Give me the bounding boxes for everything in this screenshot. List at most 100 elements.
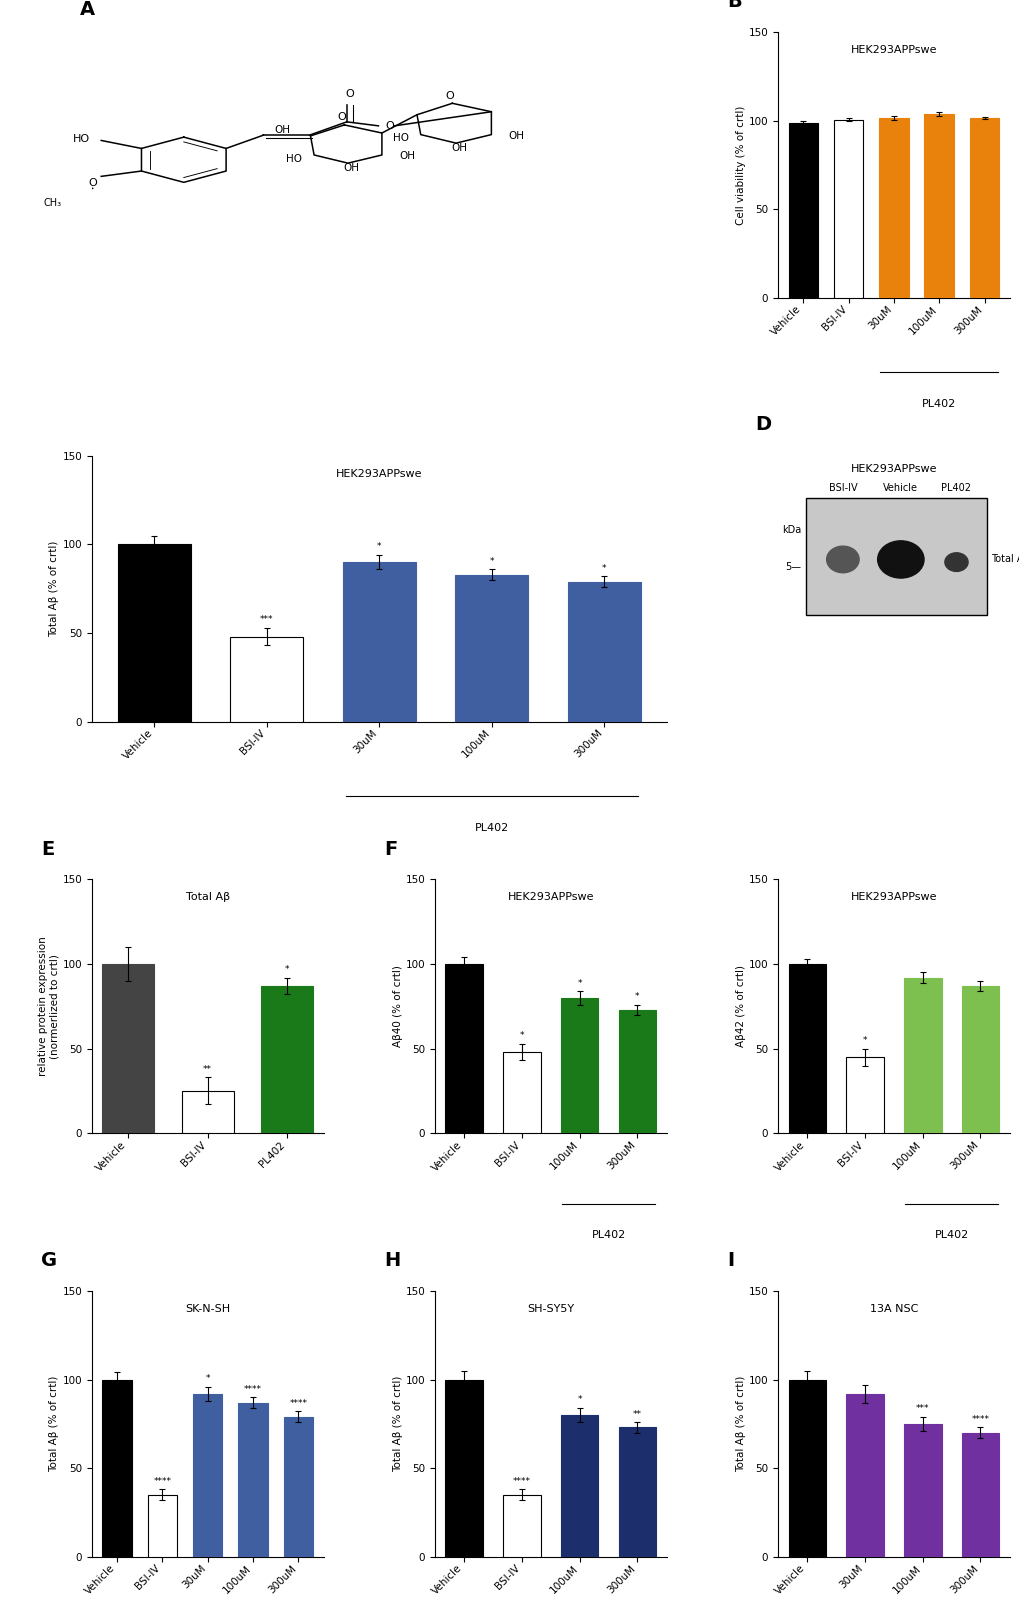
- Text: HEK293APPswe: HEK293APPswe: [850, 464, 936, 473]
- Bar: [878, 119, 908, 299]
- Text: PL402: PL402: [921, 400, 956, 409]
- Text: Total Aβ: Total Aβ: [185, 892, 229, 902]
- Text: ***: ***: [260, 615, 273, 624]
- Text: PL402: PL402: [941, 483, 970, 493]
- Bar: [788, 1380, 825, 1557]
- Bar: [805, 498, 985, 615]
- Text: HEK293APPswe: HEK293APPswe: [850, 892, 936, 902]
- Text: O: O: [337, 112, 345, 122]
- Text: HEK293APPswe: HEK293APPswe: [850, 45, 936, 56]
- Text: Vehicle: Vehicle: [882, 483, 917, 493]
- Text: 13A NSC: 13A NSC: [869, 1305, 917, 1314]
- Bar: [445, 1380, 482, 1557]
- Bar: [118, 544, 191, 722]
- Text: *: *: [284, 965, 289, 974]
- Text: *: *: [635, 992, 639, 1002]
- Text: HEK293APPswe: HEK293APPswe: [335, 469, 422, 478]
- Bar: [903, 1424, 941, 1557]
- Text: PL402: PL402: [591, 1229, 625, 1239]
- Text: O: O: [345, 90, 354, 100]
- Bar: [923, 114, 953, 299]
- Text: PL402: PL402: [933, 1229, 968, 1239]
- Y-axis label: Total Aβ (% of crtl): Total Aβ (% of crtl): [735, 1375, 745, 1472]
- Text: HO: HO: [392, 133, 409, 143]
- Text: HO: HO: [72, 135, 90, 144]
- Text: Total Aβ: Total Aβ: [990, 554, 1019, 565]
- Text: D: D: [754, 416, 770, 435]
- Text: *: *: [205, 1374, 210, 1384]
- Bar: [502, 1051, 540, 1133]
- Text: kDa: kDa: [782, 525, 800, 534]
- Text: ****: ****: [289, 1400, 307, 1408]
- Y-axis label: Aβ42 (% of crtl): Aβ42 (% of crtl): [735, 965, 745, 1048]
- Text: *: *: [489, 557, 493, 565]
- Text: I: I: [727, 1250, 734, 1270]
- Y-axis label: Aβ40 (% of crtl): Aβ40 (% of crtl): [392, 965, 403, 1046]
- Bar: [833, 120, 862, 299]
- Bar: [560, 1416, 598, 1557]
- Bar: [502, 1494, 540, 1557]
- Bar: [238, 1403, 268, 1557]
- Text: OH: OH: [274, 125, 290, 135]
- Bar: [619, 1427, 655, 1557]
- Text: ****: ****: [970, 1416, 988, 1424]
- Text: O: O: [385, 120, 393, 132]
- Ellipse shape: [825, 546, 858, 573]
- Text: O: O: [88, 178, 97, 188]
- Bar: [342, 562, 416, 722]
- Bar: [788, 124, 817, 299]
- Bar: [454, 575, 528, 722]
- Text: *: *: [577, 979, 582, 987]
- Text: E: E: [41, 839, 54, 859]
- Y-axis label: Total Aβ (% of crtl): Total Aβ (% of crtl): [50, 1375, 59, 1472]
- Bar: [619, 1010, 655, 1133]
- Text: OH: OH: [342, 164, 359, 173]
- Text: ***: ***: [915, 1404, 928, 1414]
- Bar: [193, 1393, 222, 1557]
- Text: BSI-IV: BSI-IV: [827, 483, 856, 493]
- Text: B: B: [727, 0, 741, 11]
- Text: CH₃: CH₃: [43, 197, 61, 209]
- Bar: [969, 119, 999, 299]
- Bar: [102, 1380, 131, 1557]
- Text: *: *: [519, 1030, 524, 1040]
- Text: H: H: [383, 1250, 399, 1270]
- Bar: [445, 965, 482, 1133]
- Bar: [567, 581, 640, 722]
- Text: SH-SY5Y: SH-SY5Y: [527, 1305, 574, 1314]
- Ellipse shape: [876, 541, 923, 578]
- Bar: [961, 985, 999, 1133]
- Text: ****: ****: [244, 1385, 262, 1393]
- Text: OH: OH: [450, 143, 467, 152]
- Bar: [903, 977, 941, 1133]
- Text: OH: OH: [508, 130, 524, 141]
- Text: **: **: [203, 1066, 212, 1074]
- Text: OH: OH: [398, 151, 415, 160]
- Y-axis label: Total Aβ (% of crtl): Total Aβ (% of crtl): [392, 1375, 403, 1472]
- Bar: [230, 637, 303, 722]
- Ellipse shape: [944, 552, 967, 571]
- Bar: [961, 1433, 999, 1557]
- Y-axis label: Cell viability (% of crtl): Cell viability (% of crtl): [735, 106, 745, 225]
- Text: PL402: PL402: [474, 823, 508, 833]
- Text: F: F: [383, 839, 396, 859]
- Bar: [788, 965, 825, 1133]
- Text: **: **: [632, 1409, 641, 1419]
- Text: 5—: 5—: [785, 562, 800, 573]
- Text: HO: HO: [285, 154, 302, 164]
- Text: *: *: [377, 542, 381, 552]
- Text: *: *: [577, 1395, 582, 1404]
- Text: ****: ****: [153, 1477, 171, 1486]
- Text: *: *: [601, 563, 605, 573]
- Bar: [283, 1417, 313, 1557]
- Bar: [560, 998, 598, 1133]
- Text: G: G: [41, 1250, 57, 1270]
- Y-axis label: Total Aβ (% of crtl): Total Aβ (% of crtl): [50, 541, 59, 637]
- Bar: [102, 965, 154, 1133]
- Bar: [181, 1091, 233, 1133]
- Text: SK-N-SH: SK-N-SH: [185, 1305, 230, 1314]
- Bar: [261, 985, 313, 1133]
- Text: O: O: [444, 90, 453, 101]
- Text: A: A: [81, 0, 96, 19]
- Bar: [846, 1393, 882, 1557]
